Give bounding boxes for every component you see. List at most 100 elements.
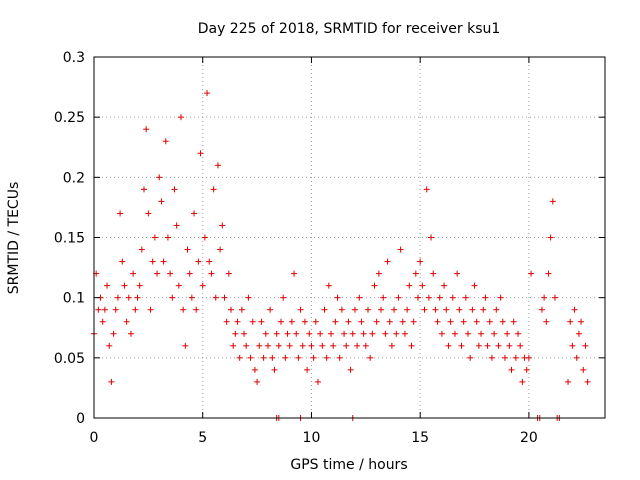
data-point xyxy=(186,270,193,277)
data-point xyxy=(254,378,261,385)
data-point xyxy=(288,318,295,325)
x-tick-label: 5 xyxy=(198,430,207,446)
data-point xyxy=(101,306,108,313)
data-point xyxy=(380,294,387,301)
data-point xyxy=(199,282,206,289)
y-tick-label: 0.1 xyxy=(63,291,85,307)
data-point xyxy=(449,294,456,301)
data-point xyxy=(423,186,430,193)
data-point xyxy=(117,210,124,217)
data-point xyxy=(221,294,228,301)
data-point xyxy=(371,282,378,289)
data-point xyxy=(99,318,106,325)
data-point xyxy=(404,306,411,313)
data-point xyxy=(158,198,165,205)
data-point xyxy=(471,282,478,289)
data-point xyxy=(214,162,221,169)
data-point xyxy=(410,318,417,325)
data-point xyxy=(193,306,200,313)
data-point xyxy=(286,342,293,349)
data-point xyxy=(465,330,472,337)
data-point xyxy=(143,126,150,133)
data-point xyxy=(345,318,352,325)
data-point xyxy=(367,354,374,361)
data-point xyxy=(336,354,343,361)
data-point xyxy=(182,342,189,349)
data-point xyxy=(325,282,332,289)
data-point xyxy=(356,294,363,301)
data-point xyxy=(312,318,319,325)
data-point xyxy=(362,342,369,349)
x-tick-label: 0 xyxy=(90,430,99,446)
data-point xyxy=(436,294,443,301)
data-point xyxy=(230,342,237,349)
data-point xyxy=(112,306,119,313)
data-point xyxy=(443,306,450,313)
data-point xyxy=(227,306,234,313)
data-point xyxy=(282,354,289,361)
data-point xyxy=(151,234,158,241)
data-point xyxy=(136,282,143,289)
data-point xyxy=(462,294,469,301)
data-point xyxy=(306,330,313,337)
data-point xyxy=(343,342,350,349)
data-point xyxy=(456,306,463,313)
data-point xyxy=(580,366,587,373)
data-point xyxy=(419,282,426,289)
data-point xyxy=(486,318,493,325)
data-point xyxy=(478,330,485,337)
data-point xyxy=(225,270,232,277)
data-point xyxy=(323,354,330,361)
data-point xyxy=(212,294,219,301)
data-point xyxy=(519,378,526,385)
y-axis-label: SRMTID / TECUs xyxy=(6,182,22,295)
data-point xyxy=(504,330,511,337)
data-point xyxy=(241,330,248,337)
data-point xyxy=(291,270,298,277)
data-point xyxy=(134,294,141,301)
data-point xyxy=(397,246,404,253)
data-point xyxy=(321,306,328,313)
data-point xyxy=(538,306,545,313)
data-point xyxy=(375,270,382,277)
y-tick-label: 0.05 xyxy=(54,351,85,367)
data-point xyxy=(251,366,258,373)
data-point xyxy=(517,342,524,349)
data-point xyxy=(104,282,111,289)
data-point xyxy=(501,354,508,361)
data-point xyxy=(430,270,437,277)
data-point xyxy=(164,234,171,241)
data-point xyxy=(234,318,241,325)
data-point xyxy=(297,306,304,313)
data-point xyxy=(360,330,367,337)
data-point xyxy=(264,342,271,349)
data-point xyxy=(508,366,515,373)
data-point xyxy=(223,318,230,325)
data-point xyxy=(569,342,576,349)
data-point xyxy=(177,114,184,121)
data-point xyxy=(467,354,474,361)
data-point xyxy=(319,342,326,349)
data-point xyxy=(273,330,280,337)
data-point xyxy=(482,294,489,301)
data-point xyxy=(175,282,182,289)
data-point xyxy=(119,258,126,265)
data-point xyxy=(393,330,400,337)
data-point xyxy=(388,342,395,349)
data-point xyxy=(349,330,356,337)
data-point xyxy=(458,342,465,349)
data-point xyxy=(414,294,421,301)
data-point xyxy=(191,210,198,217)
data-point xyxy=(358,318,365,325)
data-point xyxy=(267,306,274,313)
data-point xyxy=(354,342,361,349)
data-point xyxy=(428,234,435,241)
data-point xyxy=(399,318,406,325)
x-tick-label: 20 xyxy=(520,430,538,446)
data-point xyxy=(238,306,245,313)
data-point xyxy=(582,342,589,349)
data-point xyxy=(525,354,532,361)
data-point xyxy=(132,306,139,313)
data-point xyxy=(488,354,495,361)
data-point xyxy=(180,306,187,313)
